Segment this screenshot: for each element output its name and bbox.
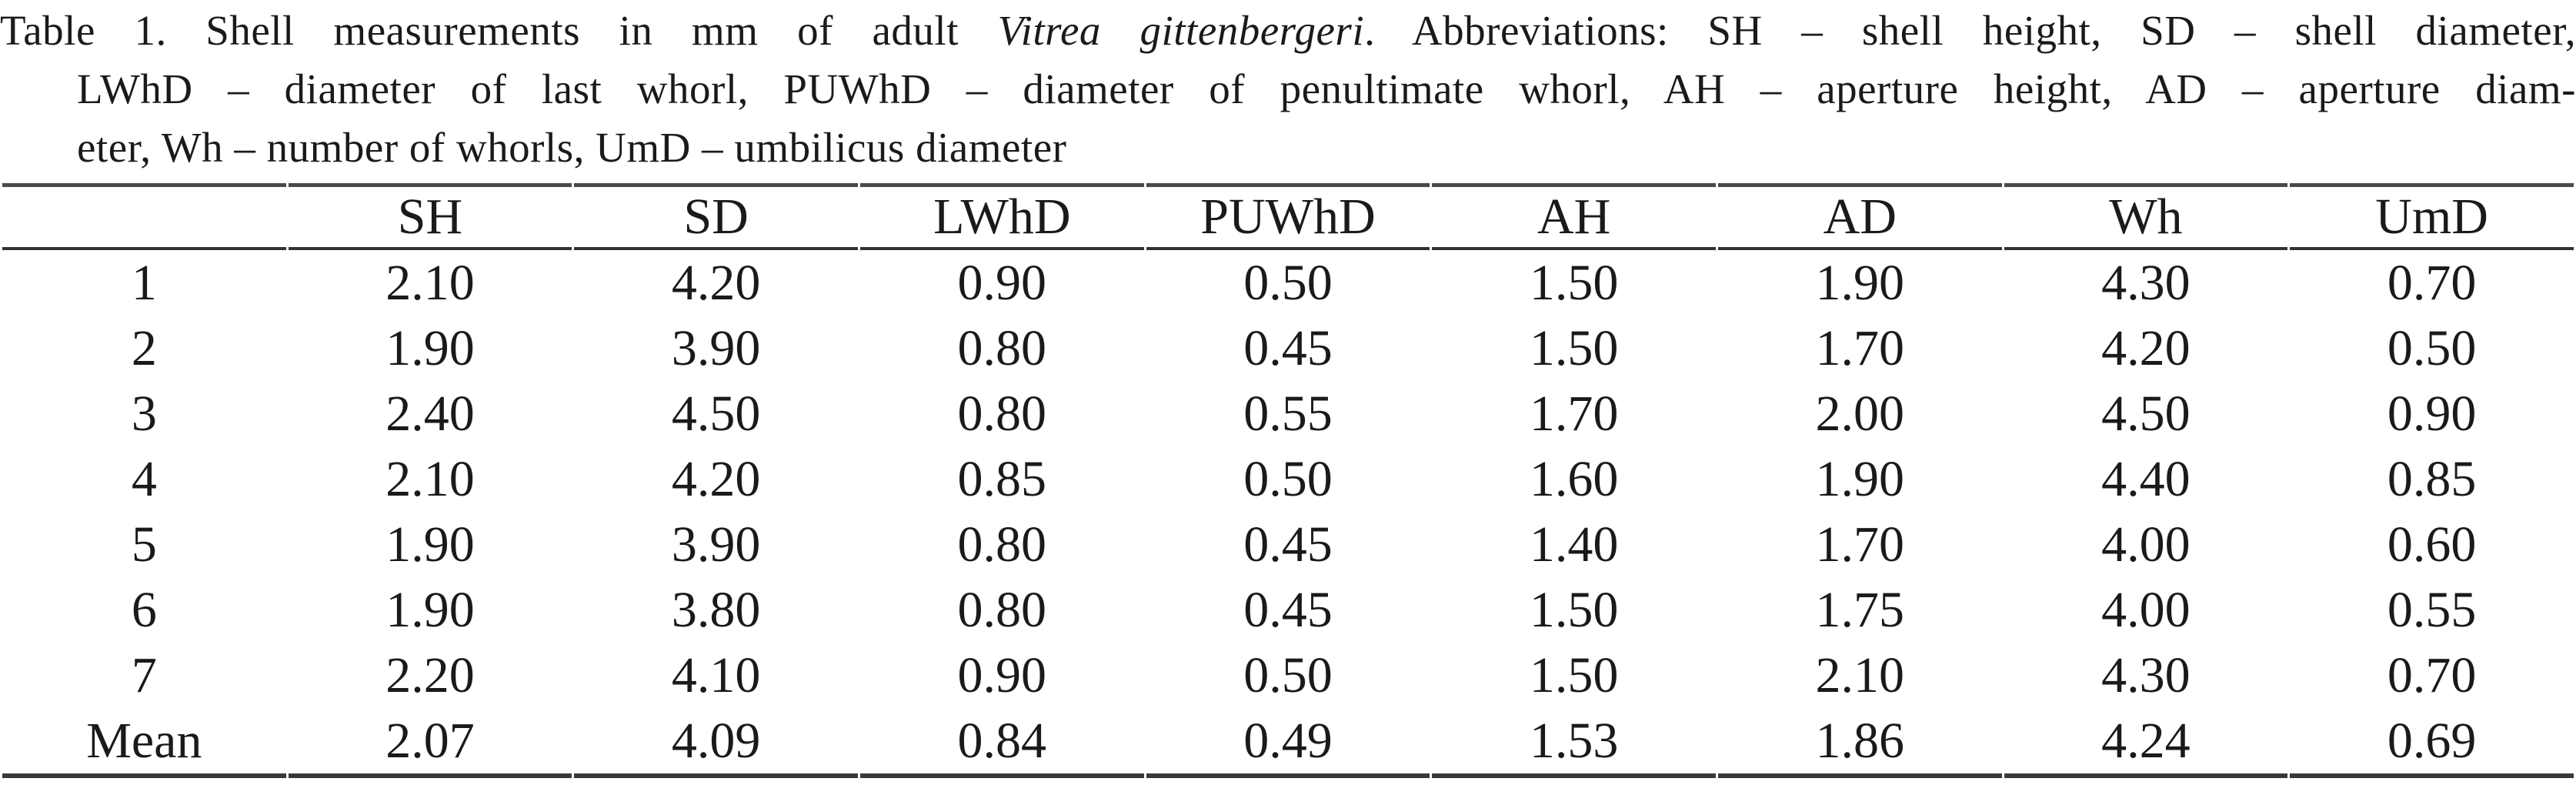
data-cell: 1.75 xyxy=(1815,581,1905,638)
data-cell: 1.90 xyxy=(385,516,475,573)
caption-line-2: LWhD – diameter of last whorl, PUWhD – d… xyxy=(77,65,2576,112)
table-row-1: 1 2.10 4.20 0.90 0.50 1.50 1.90 4.30 0.7… xyxy=(2,250,2574,316)
data-cell: 3.90 xyxy=(671,319,761,376)
data-cell: 0.80 xyxy=(957,516,1047,573)
data-cell: 4.00 xyxy=(2101,581,2191,638)
data-cell: 1.60 xyxy=(1529,450,1619,507)
data-cell: 4.09 xyxy=(574,708,858,778)
measurements-table: SH SD LWhD PUWhD AH AD Wh UmD 1 2.10 4.2… xyxy=(0,183,2576,778)
data-cell: 1.50 xyxy=(1529,254,1619,311)
table-row-6: 6 1.90 3.80 0.80 0.45 1.50 1.75 4.00 0.5… xyxy=(2,577,2574,643)
data-cell: 0.85 xyxy=(2387,450,2477,507)
data-cell: 0.90 xyxy=(957,254,1047,311)
data-cell: 4.50 xyxy=(671,385,761,442)
data-cell: 0.70 xyxy=(2387,254,2477,311)
data-cell: 0.84 xyxy=(859,708,1144,778)
data-cell: 2.20 xyxy=(385,646,475,703)
data-cell: 1.53 xyxy=(1432,708,1716,778)
table-row-4: 4 2.10 4.20 0.85 0.50 1.60 1.90 4.40 0.8… xyxy=(2,446,2574,512)
data-cell: 0.90 xyxy=(957,646,1047,703)
data-cell: 1.86 xyxy=(1717,708,2002,778)
data-cell: 2.07 xyxy=(288,708,572,778)
table-row-3: 3 2.40 4.50 0.80 0.55 1.70 2.00 4.50 0.9… xyxy=(2,381,2574,446)
data-cell: 3.90 xyxy=(671,516,761,573)
data-cell: 0.70 xyxy=(2387,646,2477,703)
row-label: 1 xyxy=(131,254,157,311)
data-cell: 1.50 xyxy=(1529,581,1619,638)
data-cell: 0.45 xyxy=(1243,319,1333,376)
data-cell: 0.50 xyxy=(1243,646,1333,703)
data-cell: 1.90 xyxy=(1815,450,1905,507)
header-cell-ad: AD xyxy=(1717,183,2002,250)
data-cell: 1.70 xyxy=(1529,385,1619,442)
data-cell: 1.70 xyxy=(1815,516,1905,573)
data-cell: 0.50 xyxy=(1243,450,1333,507)
table-row-5: 5 1.90 3.90 0.80 0.45 1.40 1.70 4.00 0.6… xyxy=(2,512,2574,577)
data-cell: 0.60 xyxy=(2387,516,2477,573)
data-cell: 4.30 xyxy=(2101,254,2191,311)
row-label: 4 xyxy=(131,450,157,507)
data-cell: 0.90 xyxy=(2387,385,2477,442)
data-cell: 0.80 xyxy=(957,581,1047,638)
data-cell: 0.80 xyxy=(957,385,1047,442)
data-cell: 4.24 xyxy=(2004,708,2288,778)
data-cell: 1.50 xyxy=(1529,319,1619,376)
data-cell: 2.10 xyxy=(385,450,475,507)
data-cell: 4.50 xyxy=(2101,385,2191,442)
data-cell: 3.80 xyxy=(671,581,761,638)
data-cell: 1.40 xyxy=(1529,516,1619,573)
table-row-7: 7 2.20 4.10 0.90 0.50 1.50 2.10 4.30 0.7… xyxy=(2,643,2574,708)
data-cell: 0.55 xyxy=(1243,385,1333,442)
data-cell: 4.30 xyxy=(2101,646,2191,703)
data-cell: 2.40 xyxy=(385,385,475,442)
header-cell-ah: AH xyxy=(1432,183,1716,250)
data-cell: 4.20 xyxy=(2101,319,2191,376)
header-cell-wh: Wh xyxy=(2004,183,2288,250)
header-cell-blank xyxy=(2,183,286,250)
caption-line-3: eter, Wh – number of whorls, UmD – umbil… xyxy=(77,124,1067,171)
data-cell: 2.00 xyxy=(1815,385,1905,442)
table-row-2: 2 1.90 3.90 0.80 0.45 1.50 1.70 4.20 0.5… xyxy=(2,316,2574,381)
table-caption: Table 1. Shell measurements in mm of adu… xyxy=(0,0,2576,177)
data-cell: 4.20 xyxy=(671,254,761,311)
header-cell-lwhd: LWhD xyxy=(859,183,1144,250)
data-cell: 4.40 xyxy=(2101,450,2191,507)
data-cell: 1.90 xyxy=(385,581,475,638)
data-cell: 0.55 xyxy=(2387,581,2477,638)
table-row-mean: Mean 2.07 4.09 0.84 0.49 1.53 1.86 4.24 … xyxy=(2,708,2574,778)
data-cell: 0.80 xyxy=(957,319,1047,376)
header-row: SH SD LWhD PUWhD AH AD Wh UmD xyxy=(2,183,2574,250)
caption-text-pre: Table 1. Shell measurements in mm of adu… xyxy=(0,7,998,54)
data-cell: 2.10 xyxy=(385,254,475,311)
data-cell: 0.45 xyxy=(1243,581,1333,638)
header-cell-umd: UmD xyxy=(2290,183,2574,250)
data-cell: 4.20 xyxy=(671,450,761,507)
header-cell-sh: SH xyxy=(288,183,572,250)
data-cell: 1.90 xyxy=(1815,254,1905,311)
row-label: 7 xyxy=(131,646,157,703)
data-cell: 0.50 xyxy=(1243,254,1333,311)
data-cell: 1.70 xyxy=(1815,319,1905,376)
data-cell: 4.00 xyxy=(2101,516,2191,573)
data-cell: 2.10 xyxy=(1815,646,1905,703)
row-label: 3 xyxy=(131,385,157,442)
data-cell: 4.10 xyxy=(671,646,761,703)
data-cell: 0.49 xyxy=(1146,708,1430,778)
row-label: 6 xyxy=(131,581,157,638)
header-cell-puwhd: PUWhD xyxy=(1146,183,1430,250)
row-label: 2 xyxy=(131,319,157,376)
row-label: 5 xyxy=(131,516,157,573)
data-cell: 0.45 xyxy=(1243,516,1333,573)
caption-line-1: Table 1. Shell measurements in mm of adu… xyxy=(0,2,2576,60)
data-cell: 0.69 xyxy=(2290,708,2574,778)
header-cell-sd: SD xyxy=(574,183,858,250)
caption-text-post: . Abbreviations: SH – shell height, SD –… xyxy=(1364,7,2576,54)
data-cell: 1.50 xyxy=(1529,646,1619,703)
data-cell: 1.90 xyxy=(385,319,475,376)
data-cell: 0.85 xyxy=(957,450,1047,507)
data-cell: 0.50 xyxy=(2387,319,2477,376)
species-name: Vitrea gittenbergeri xyxy=(997,7,1365,54)
row-label-mean: Mean xyxy=(2,708,286,778)
